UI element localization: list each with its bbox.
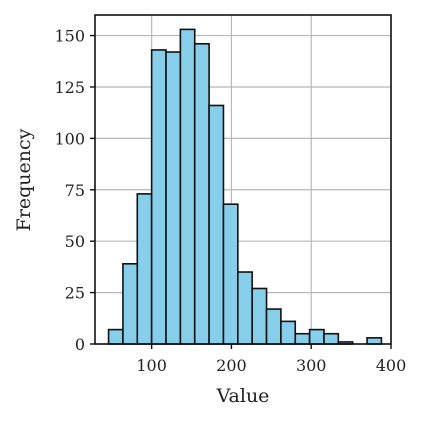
histogram-bar xyxy=(179,28,196,345)
y-tick-label: 50 xyxy=(65,232,85,251)
histogram-bar xyxy=(122,263,139,345)
y-tick-label: 150 xyxy=(54,27,85,46)
x-tick-label: 200 xyxy=(216,356,247,375)
histogram-bar xyxy=(366,337,383,345)
x-tick-label: 300 xyxy=(296,356,327,375)
histogram-bar xyxy=(208,104,225,345)
histogram-bar xyxy=(222,203,239,345)
x-axis-label: Value xyxy=(216,385,270,407)
histogram-bar xyxy=(251,287,268,345)
y-tick-label: 125 xyxy=(54,78,85,97)
x-tick-label: 100 xyxy=(136,356,167,375)
y-tick-label: 75 xyxy=(65,181,85,200)
histogram-bar xyxy=(107,328,124,345)
histogram-bar xyxy=(294,332,311,345)
y-axis-label: Frequency xyxy=(13,128,35,231)
y-tick-label: 25 xyxy=(65,284,85,303)
histogram-bar xyxy=(323,332,340,345)
x-axis-ticks: 100 200 300 400 xyxy=(136,344,406,375)
histogram-bar xyxy=(136,193,153,345)
histogram-bar xyxy=(308,328,325,345)
y-axis-ticks: 0 25 50 75 100 125 150 xyxy=(54,27,95,354)
y-tick-label: 0 xyxy=(75,335,85,354)
plot-frame xyxy=(94,14,392,345)
y-tick-label: 100 xyxy=(54,129,85,148)
histogram-bar xyxy=(280,320,297,345)
histogram-bar xyxy=(150,49,167,345)
histogram-bar xyxy=(237,271,253,345)
histogram-bar xyxy=(193,42,210,345)
x-tick-label: 400 xyxy=(376,356,407,375)
histogram-bars xyxy=(107,28,383,345)
histogram-bar xyxy=(165,51,182,345)
histogram-bar xyxy=(265,308,282,345)
